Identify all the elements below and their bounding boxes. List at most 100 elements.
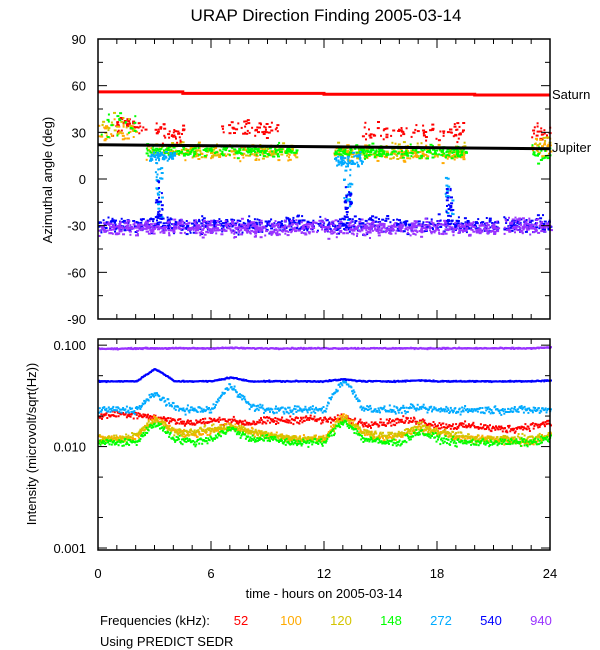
data-point [157, 211, 160, 214]
data-point [389, 421, 392, 424]
data-point [400, 434, 403, 436]
data-point [376, 154, 379, 156]
data-point [137, 431, 140, 434]
data-point [429, 229, 432, 232]
data-point [318, 224, 321, 227]
data-point [464, 150, 468, 153]
data-point [387, 422, 390, 425]
data-point [263, 125, 266, 128]
data-point [268, 126, 272, 128]
data-point [529, 225, 533, 228]
data-point [432, 421, 435, 423]
data-point [280, 435, 283, 438]
data-point [215, 224, 218, 227]
data-point [486, 426, 488, 429]
data-point [246, 119, 250, 122]
data-point [479, 426, 482, 429]
data-point [521, 231, 524, 234]
data-point [155, 417, 158, 420]
data-point [364, 154, 367, 157]
data-point [317, 222, 320, 225]
data-point [155, 222, 158, 225]
data-point [176, 432, 179, 435]
data-point [350, 183, 354, 186]
data-point [536, 214, 540, 217]
data-point [129, 233, 132, 236]
data-point [240, 217, 244, 220]
data-point [344, 201, 348, 204]
data-point [211, 428, 214, 431]
data-point [422, 124, 425, 127]
data-point [377, 234, 381, 237]
data-point [432, 228, 434, 231]
data-point [100, 435, 103, 438]
data-point [232, 153, 236, 156]
data-point [403, 160, 407, 163]
data-point [212, 151, 216, 154]
data-point [222, 148, 225, 151]
data-point [448, 225, 452, 228]
data-point [544, 230, 547, 233]
data-point [464, 229, 468, 232]
data-point [188, 228, 192, 231]
data-point [410, 152, 414, 155]
data-point [189, 423, 192, 426]
data-point [394, 424, 397, 427]
data-point [307, 227, 309, 230]
data-point [255, 154, 259, 157]
data-point [525, 222, 527, 224]
data-point [414, 225, 418, 228]
data-point [359, 428, 362, 431]
data-point [192, 148, 195, 150]
data-point [259, 151, 262, 154]
data-point [425, 144, 428, 147]
data-point [113, 414, 116, 417]
data-point [446, 148, 450, 151]
data-point [209, 230, 213, 233]
data-point [186, 419, 189, 422]
data-point [444, 220, 447, 223]
data-point [235, 420, 238, 423]
data-point [310, 225, 314, 228]
data-point [160, 177, 164, 180]
data-point [253, 432, 256, 435]
data-point [372, 437, 375, 440]
data-point [140, 431, 143, 434]
data-point [257, 131, 260, 134]
data-point [488, 219, 492, 222]
data-point [127, 120, 131, 123]
data-point [349, 153, 352, 156]
data-point [492, 225, 496, 228]
data-point [458, 424, 461, 427]
data-point [525, 428, 528, 431]
data-point [236, 219, 240, 222]
data-point [535, 134, 539, 137]
data-point [296, 421, 299, 424]
data-point [447, 435, 450, 438]
data-point [137, 412, 140, 415]
data-point [371, 225, 375, 228]
data-point [451, 425, 454, 428]
data-point [471, 225, 474, 228]
data-point [404, 223, 408, 225]
data-point [101, 415, 104, 418]
data-point [531, 144, 534, 147]
data-point [258, 219, 261, 222]
data-point [351, 218, 354, 221]
data-point [160, 151, 163, 154]
data-point [467, 433, 470, 436]
data-point [395, 229, 398, 232]
data-point [273, 419, 276, 422]
data-point [147, 420, 150, 423]
data-point [305, 418, 308, 421]
data-point [534, 229, 538, 232]
data-point [324, 417, 327, 420]
data-point [433, 426, 436, 429]
data-point [250, 430, 253, 433]
data-point [459, 422, 462, 425]
data-point [422, 420, 425, 423]
data-point [391, 151, 394, 154]
data-point [259, 432, 262, 435]
data-point [251, 422, 254, 425]
data-point [121, 225, 124, 228]
